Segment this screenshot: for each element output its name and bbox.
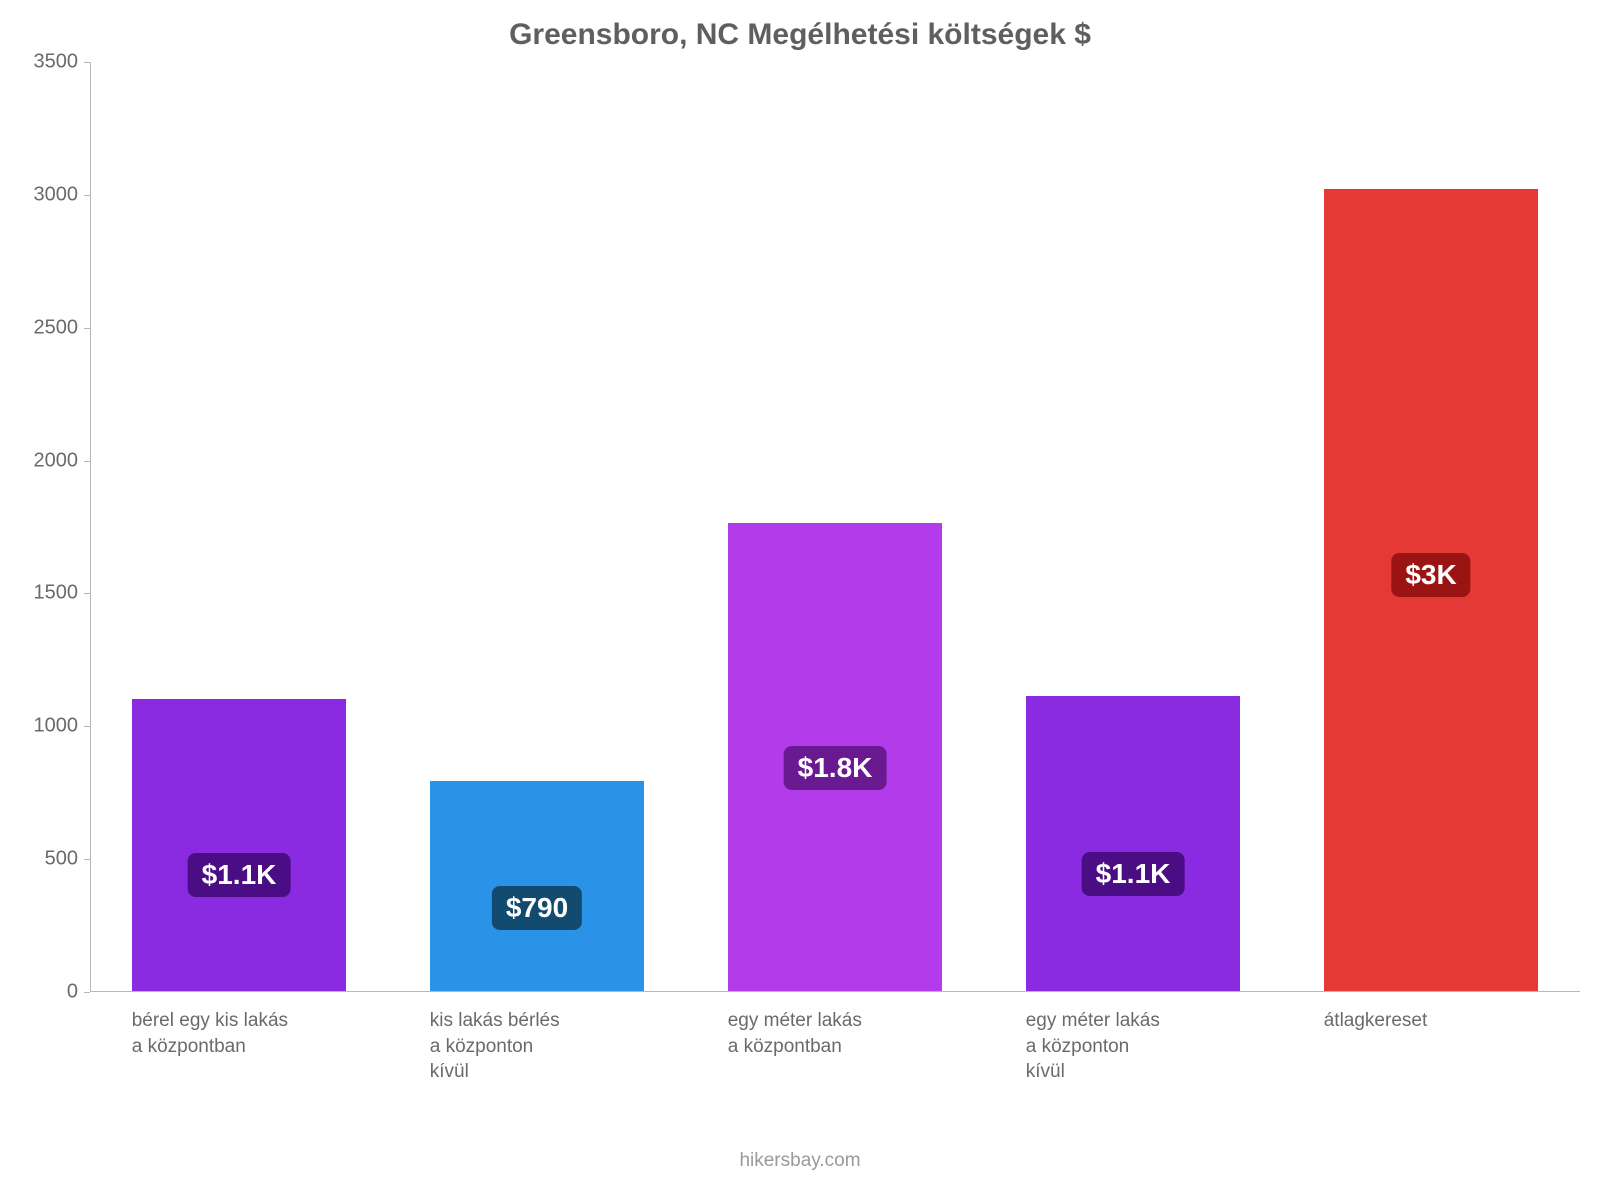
y-tick-mark xyxy=(84,328,90,329)
bar xyxy=(1026,696,1241,991)
bar-value-label: $3K xyxy=(1391,553,1470,597)
y-tick-label: 1500 xyxy=(34,582,91,605)
y-tick-label: 2500 xyxy=(34,316,91,339)
y-tick-label: 1000 xyxy=(34,715,91,738)
bar-value-label: $1.1K xyxy=(1082,852,1185,896)
footer-attribution: hikersbay.com xyxy=(0,1150,1600,1172)
y-tick-mark xyxy=(84,461,90,462)
bar-value-label: $1.1K xyxy=(188,853,291,897)
bar-value-label: $790 xyxy=(492,886,582,930)
x-tick-label: átlagkereset xyxy=(1324,1002,1539,1034)
y-tick-mark xyxy=(84,195,90,196)
y-tick-mark xyxy=(84,859,90,860)
y-tick-mark xyxy=(84,593,90,594)
y-tick-label: 3000 xyxy=(34,183,91,206)
bar xyxy=(132,699,347,991)
y-tick-label: 3500 xyxy=(34,51,91,74)
bar-value-label: $1.8K xyxy=(784,746,887,790)
y-tick-label: 2000 xyxy=(34,449,91,472)
chart-container: Greensboro, NC Megélhetési költségek $ $… xyxy=(0,0,1600,1200)
chart-title: Greensboro, NC Megélhetési költségek $ xyxy=(0,18,1600,52)
y-tick-mark xyxy=(84,62,90,63)
x-tick-label: egy méter lakása központban xyxy=(728,1002,943,1059)
y-tick-mark xyxy=(84,992,90,993)
plot-area: $1.1K$790$1.8K$1.1K$3K 05001000150020002… xyxy=(90,62,1580,992)
bars-group: $1.1K $790 $1.8K $1.1K $3K xyxy=(90,62,1580,992)
x-tick-label: bérel egy kis lakása központban xyxy=(132,1002,347,1059)
y-tick-mark xyxy=(84,726,90,727)
x-tick-label: kis lakás bérlésa központonkívül xyxy=(430,1002,645,1085)
x-tick-label: egy méter lakása központonkívül xyxy=(1026,1002,1241,1085)
